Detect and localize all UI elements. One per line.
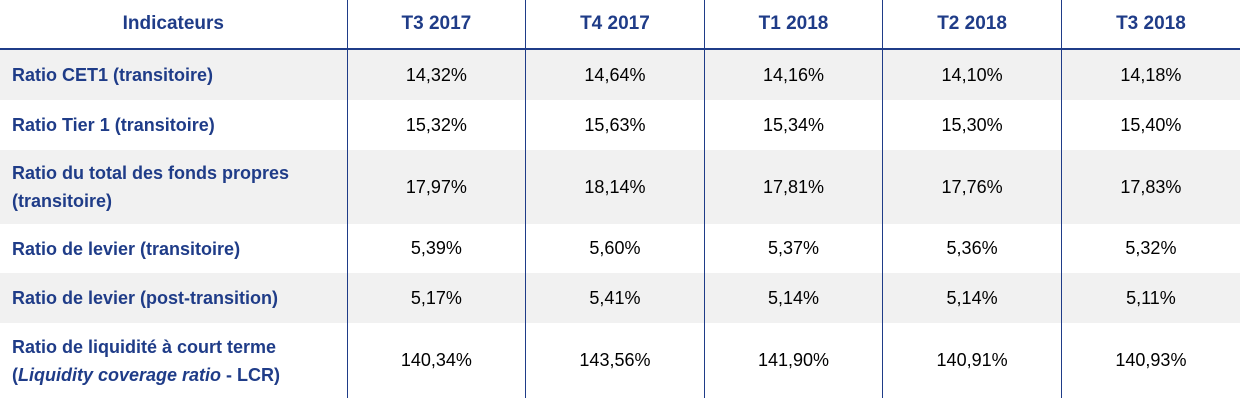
row-label-open-paren: ( <box>12 364 18 385</box>
table-cell: 140,34% <box>346 323 526 398</box>
table-row: Ratio de levier (post-transition) 5,17% … <box>0 273 1240 323</box>
row-label-line: (transitoire) <box>12 191 113 211</box>
table-cell: 14,64% <box>525 49 705 100</box>
table-row: Ratio de levier (transitoire) 5,39% 5,60… <box>0 224 1240 273</box>
column-header-period: T4 2017 <box>525 0 705 50</box>
table-cell: 5,41% <box>525 273 705 323</box>
table-cell: 15,30% <box>882 100 1062 150</box>
table-row: Ratio Tier 1 (transitoire) 15,32% 15,63%… <box>0 100 1240 150</box>
table-cell: 5,14% <box>703 273 883 323</box>
table-cell: 15,63% <box>525 100 705 150</box>
column-header-period: T3 2018 <box>1060 0 1240 50</box>
row-label: Ratio Tier 1 (transitoire) <box>0 100 348 150</box>
table-cell: 140,91% <box>882 323 1062 398</box>
table-cell: 141,90% <box>703 323 883 398</box>
table-row: Ratio CET1 (transitoire) 14,32% 14,64% 1… <box>0 49 1240 100</box>
table-cell: 17,76% <box>882 150 1062 224</box>
table-cell: 18,14% <box>525 150 705 224</box>
table-cell: 5,11% <box>1060 273 1240 323</box>
table-cell: 5,39% <box>346 224 526 273</box>
table-cell: 5,60% <box>525 224 705 273</box>
column-header-period: T2 2018 <box>882 0 1062 50</box>
table-row: Ratio du total des fonds propres (transit… <box>0 150 1240 224</box>
row-label-italic: Liquidity coverage ratio <box>18 364 222 385</box>
table-cell: 140,93% <box>1060 323 1240 398</box>
row-label: Ratio CET1 (transitoire) <box>0 49 348 100</box>
table-cell: 5,17% <box>346 273 526 323</box>
row-label: Ratio de liquidité à court terme (Liquidi… <box>0 323 348 398</box>
row-label: Ratio de levier (transitoire) <box>0 224 348 273</box>
table-cell: 5,14% <box>882 273 1062 323</box>
column-header-period: T3 2017 <box>346 0 526 50</box>
table-cell: 14,16% <box>703 49 883 100</box>
column-header-period: T1 2018 <box>703 0 883 50</box>
table-cell: 14,32% <box>346 49 526 100</box>
row-label-line: Ratio de liquidité à court terme <box>12 336 277 357</box>
table-header-row: Indicateurs T3 2017 T4 2017 T1 2018 T2 2… <box>0 0 1240 50</box>
row-label-line: Ratio du total des fonds propres <box>12 163 290 183</box>
table-cell: 143,56% <box>525 323 705 398</box>
table-cell: 17,97% <box>346 150 526 224</box>
table-cell: 14,18% <box>1060 49 1240 100</box>
table-cell: 15,32% <box>346 100 526 150</box>
row-label: Ratio du total des fonds propres (transit… <box>0 150 348 224</box>
table-cell: 5,37% <box>703 224 883 273</box>
row-label-rest: - LCR) <box>221 364 281 385</box>
table-cell: 17,83% <box>1060 150 1240 224</box>
table-cell: 14,10% <box>882 49 1062 100</box>
table-cell: 15,40% <box>1060 100 1240 150</box>
column-header-indicators: Indicateurs <box>0 0 348 50</box>
table-cell: 17,81% <box>703 150 883 224</box>
table-row: Ratio de liquidité à court terme (Liquidi… <box>0 323 1240 398</box>
table-cell: 5,36% <box>882 224 1062 273</box>
table-cell: 15,34% <box>703 100 883 150</box>
table-cell: 5,32% <box>1060 224 1240 273</box>
row-label: Ratio de levier (post-transition) <box>0 273 348 323</box>
